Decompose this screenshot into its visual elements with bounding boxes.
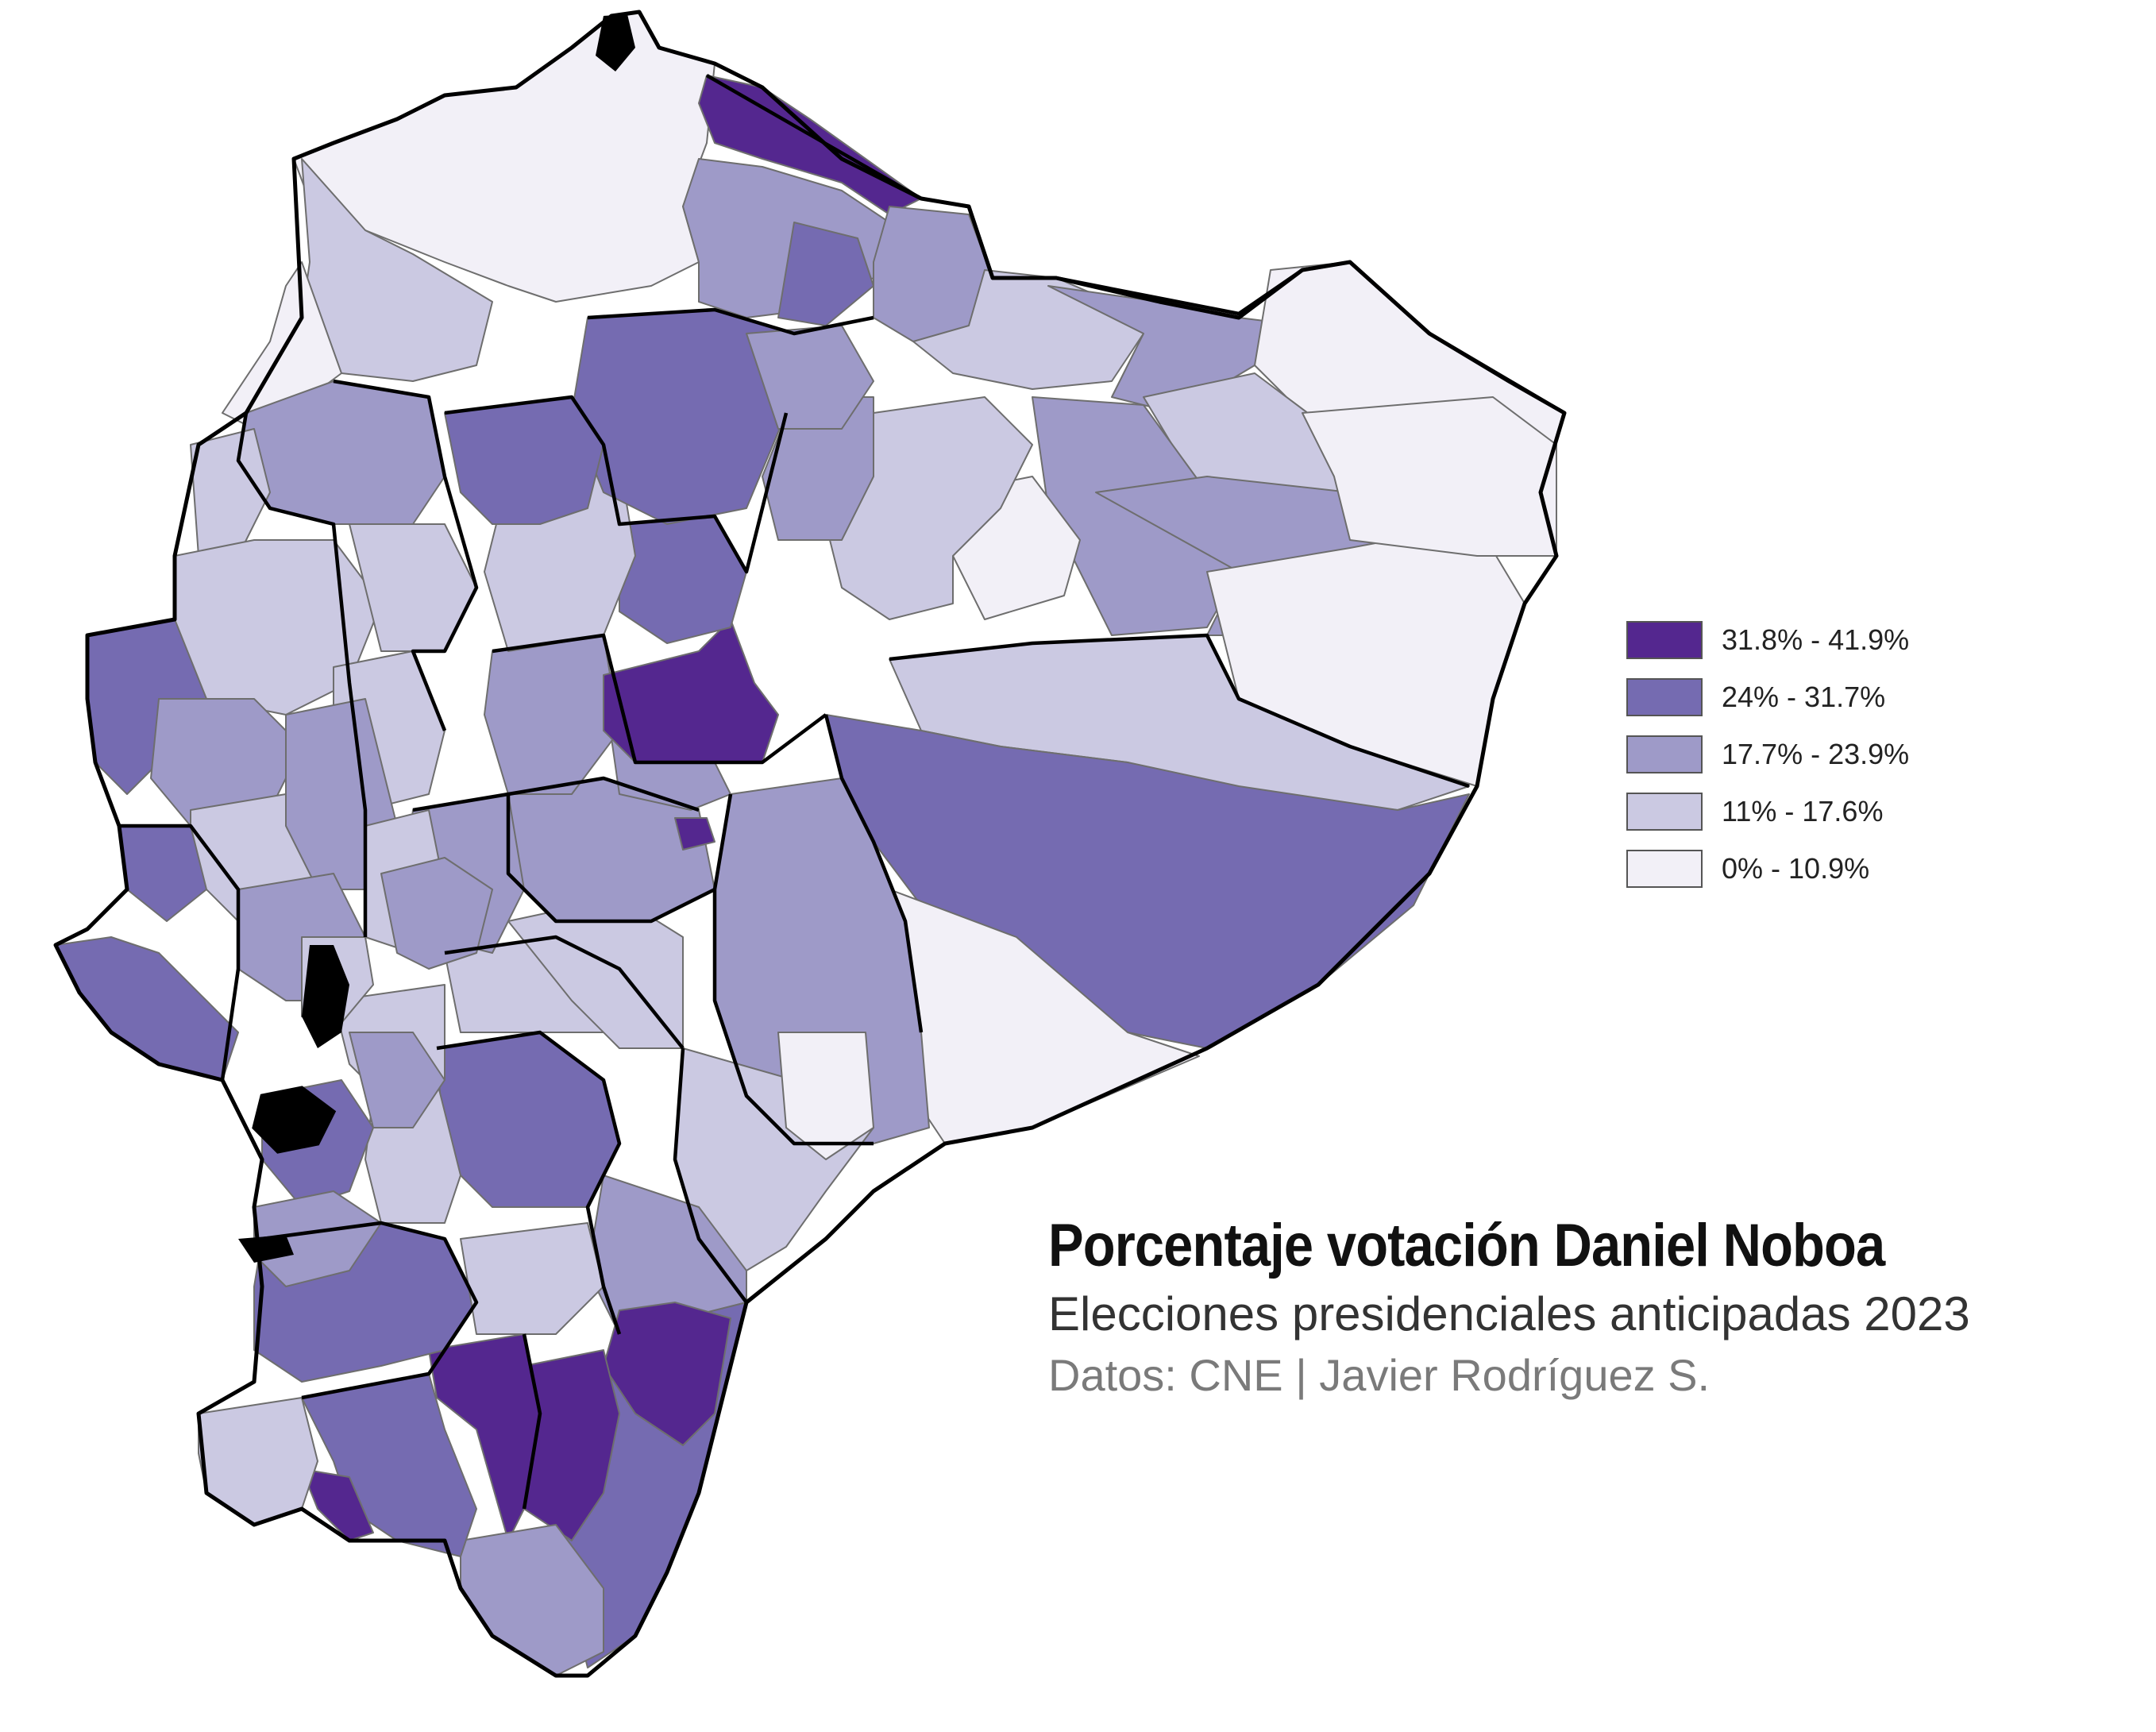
legend-swatch	[1626, 735, 1703, 773]
region-macara	[301, 1468, 374, 1541]
puna-island	[252, 1086, 337, 1154]
map-caption: Datos: CNE | Javier Rodríguez S.	[1048, 1350, 1711, 1400]
legend-swatch	[1626, 678, 1703, 716]
legend-item: 0% - 10.9%	[1626, 840, 1909, 897]
legend-swatch	[1626, 793, 1703, 831]
legend-item: 17.7% - 23.9%	[1626, 726, 1909, 783]
legend-item: 31.8% - 41.9%	[1626, 611, 1909, 669]
title-block: Porcentaje votación Daniel Noboa Eleccio…	[1048, 1211, 2152, 1401]
legend-swatch	[1626, 850, 1703, 888]
legend-label: 24% - 31.7%	[1722, 681, 1886, 713]
region-azuay-south	[460, 1222, 604, 1335]
country-outline	[53, 10, 1567, 1678]
region-azuay-center	[436, 1032, 620, 1208]
region-cotopaxi	[484, 635, 620, 795]
legend-swatch	[1626, 621, 1703, 659]
legend-item: 11% - 17.6%	[1626, 783, 1909, 840]
legend-item: 24% - 31.7%	[1626, 669, 1909, 726]
region-milagro	[380, 857, 493, 970]
map-subtitle: Elecciones presidenciales anticipadas 20…	[1048, 1287, 1970, 1340]
estuary-islands	[302, 945, 349, 1048]
region-naranjal	[349, 1032, 445, 1128]
legend-label: 17.7% - 23.9%	[1722, 738, 1910, 770]
region-sucumbios-far-east	[1302, 396, 1557, 557]
region-jipijapa	[118, 825, 207, 922]
region-esmeraldas-coast	[222, 261, 342, 430]
region-pastaza-big	[825, 714, 1470, 1049]
legend-label: 11% - 17.6%	[1722, 795, 1884, 827]
legend: 31.8% - 41.9% 24% - 31.7% 17.7% - 23.9% …	[1626, 611, 1909, 897]
region-pichincha-south	[603, 619, 779, 763]
region-banos	[674, 817, 715, 851]
jambeli-islands	[238, 1235, 294, 1263]
map-title: Porcentaje votación Daniel Noboa	[1048, 1212, 1885, 1279]
legend-label: 0% - 10.9%	[1722, 852, 1870, 885]
region-nueva-loja	[762, 396, 874, 541]
legend-label: 31.8% - 41.9%	[1722, 623, 1910, 656]
region-zapotillo	[198, 1397, 318, 1526]
region-santo-domingo	[444, 396, 604, 525]
esmeraldas-north-islands	[596, 14, 635, 71]
